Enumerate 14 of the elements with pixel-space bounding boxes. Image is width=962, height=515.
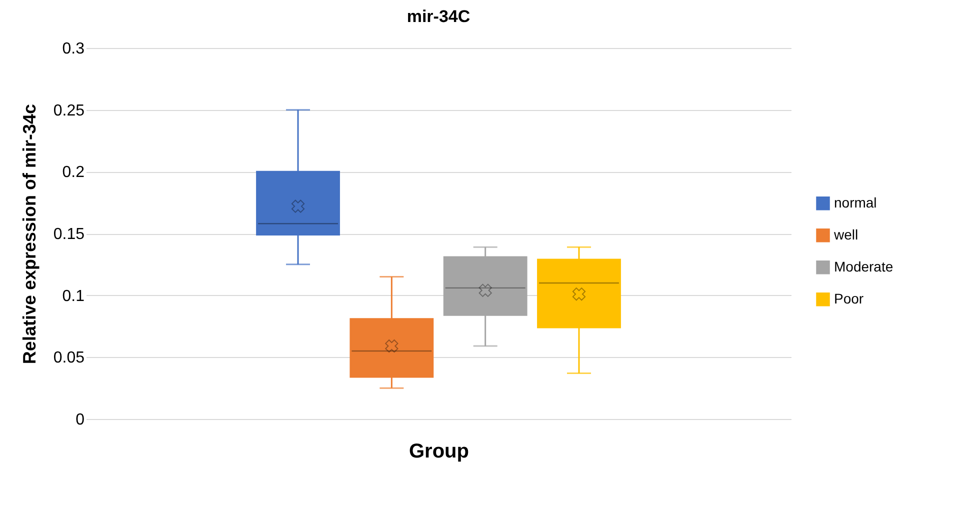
y-axis-title: Relative expression of mir-34c bbox=[19, 104, 40, 364]
chart-title: mir-34C bbox=[406, 7, 470, 26]
y-tick-label: 0.3 bbox=[62, 40, 85, 58]
legend-label: Moderate bbox=[834, 258, 894, 274]
x-axis-title: Group bbox=[409, 440, 469, 462]
y-tick-label: 0.2 bbox=[62, 164, 85, 182]
legend-label: normal bbox=[834, 194, 877, 210]
y-tick-label: 0.1 bbox=[62, 288, 85, 305]
y-tick-label: 0 bbox=[76, 412, 85, 428]
y-tick-label: 0.05 bbox=[53, 350, 85, 367]
y-tick-label: 0.15 bbox=[53, 226, 85, 243]
legend-label: Poor bbox=[834, 290, 864, 306]
y-tick-label: 0.25 bbox=[53, 102, 85, 120]
legend-label: well bbox=[833, 226, 858, 242]
